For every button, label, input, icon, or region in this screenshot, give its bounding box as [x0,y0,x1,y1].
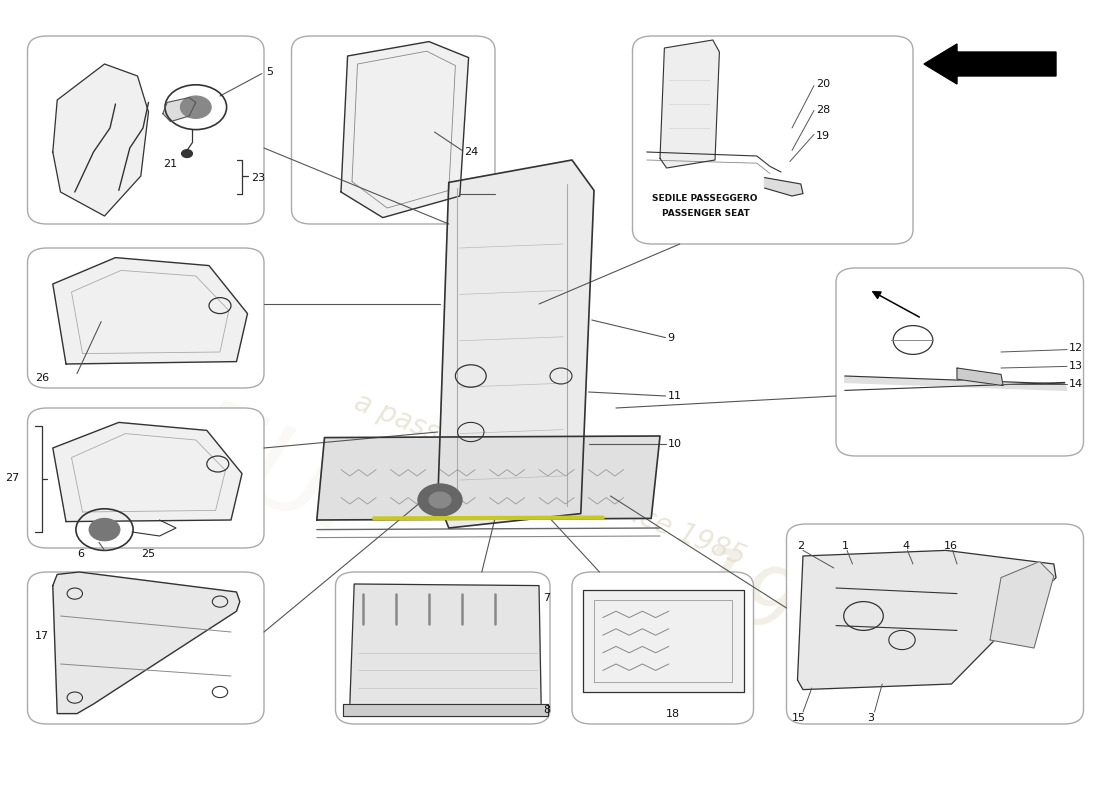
Text: 8: 8 [543,706,550,715]
Polygon shape [317,436,660,520]
Text: 18: 18 [666,709,680,718]
Circle shape [89,518,120,541]
Text: 26: 26 [35,373,50,382]
Text: 1: 1 [842,541,848,550]
FancyBboxPatch shape [836,268,1084,456]
Circle shape [418,484,462,516]
Polygon shape [798,550,1056,690]
Circle shape [429,492,451,508]
Text: 16: 16 [944,541,958,550]
Circle shape [180,96,211,118]
Polygon shape [845,376,1067,390]
Polygon shape [341,42,469,218]
FancyBboxPatch shape [28,572,264,724]
Text: 27: 27 [6,474,20,483]
Polygon shape [924,44,1056,84]
Text: EUF: EUF [166,390,406,570]
Text: 25: 25 [141,549,155,558]
Polygon shape [957,368,1003,386]
Text: 14: 14 [1069,379,1084,389]
Polygon shape [350,584,541,707]
Text: PASSENGER SEAT: PASSENGER SEAT [662,209,750,218]
FancyBboxPatch shape [572,572,754,724]
Text: 7: 7 [543,594,550,603]
Polygon shape [660,40,719,168]
Polygon shape [583,590,744,692]
Text: 9: 9 [668,333,674,342]
FancyBboxPatch shape [28,36,264,224]
Circle shape [182,150,192,158]
FancyBboxPatch shape [786,524,1084,724]
Text: 2: 2 [798,541,804,550]
FancyBboxPatch shape [336,572,550,724]
Text: 4: 4 [902,541,909,550]
Text: 24: 24 [464,147,478,157]
Text: 15: 15 [792,714,806,723]
Text: 28: 28 [816,106,831,115]
FancyBboxPatch shape [632,36,913,244]
Text: 23: 23 [251,173,265,182]
Polygon shape [53,422,242,522]
Text: 1985: 1985 [675,537,909,695]
Text: 5: 5 [266,67,273,77]
Polygon shape [438,160,594,528]
Text: 19: 19 [816,131,831,141]
FancyBboxPatch shape [28,248,264,388]
FancyBboxPatch shape [28,408,264,548]
Text: 20: 20 [816,79,831,89]
Polygon shape [764,178,803,196]
Text: 10: 10 [668,439,682,449]
Text: 3: 3 [867,714,873,723]
Text: 13: 13 [1069,362,1084,371]
FancyBboxPatch shape [292,36,495,224]
Text: 12: 12 [1069,343,1084,353]
Text: 17: 17 [35,631,50,641]
Polygon shape [343,704,548,716]
Polygon shape [990,562,1054,648]
Polygon shape [53,64,148,216]
Text: 21: 21 [163,159,177,169]
Polygon shape [53,572,240,714]
Text: a passion for parts since 1985: a passion for parts since 1985 [350,389,750,571]
Text: 11: 11 [668,391,682,401]
Polygon shape [163,98,196,122]
Polygon shape [53,258,248,364]
Text: 6: 6 [77,549,84,558]
Text: SEDILE PASSEGGERO: SEDILE PASSEGGERO [652,194,758,203]
